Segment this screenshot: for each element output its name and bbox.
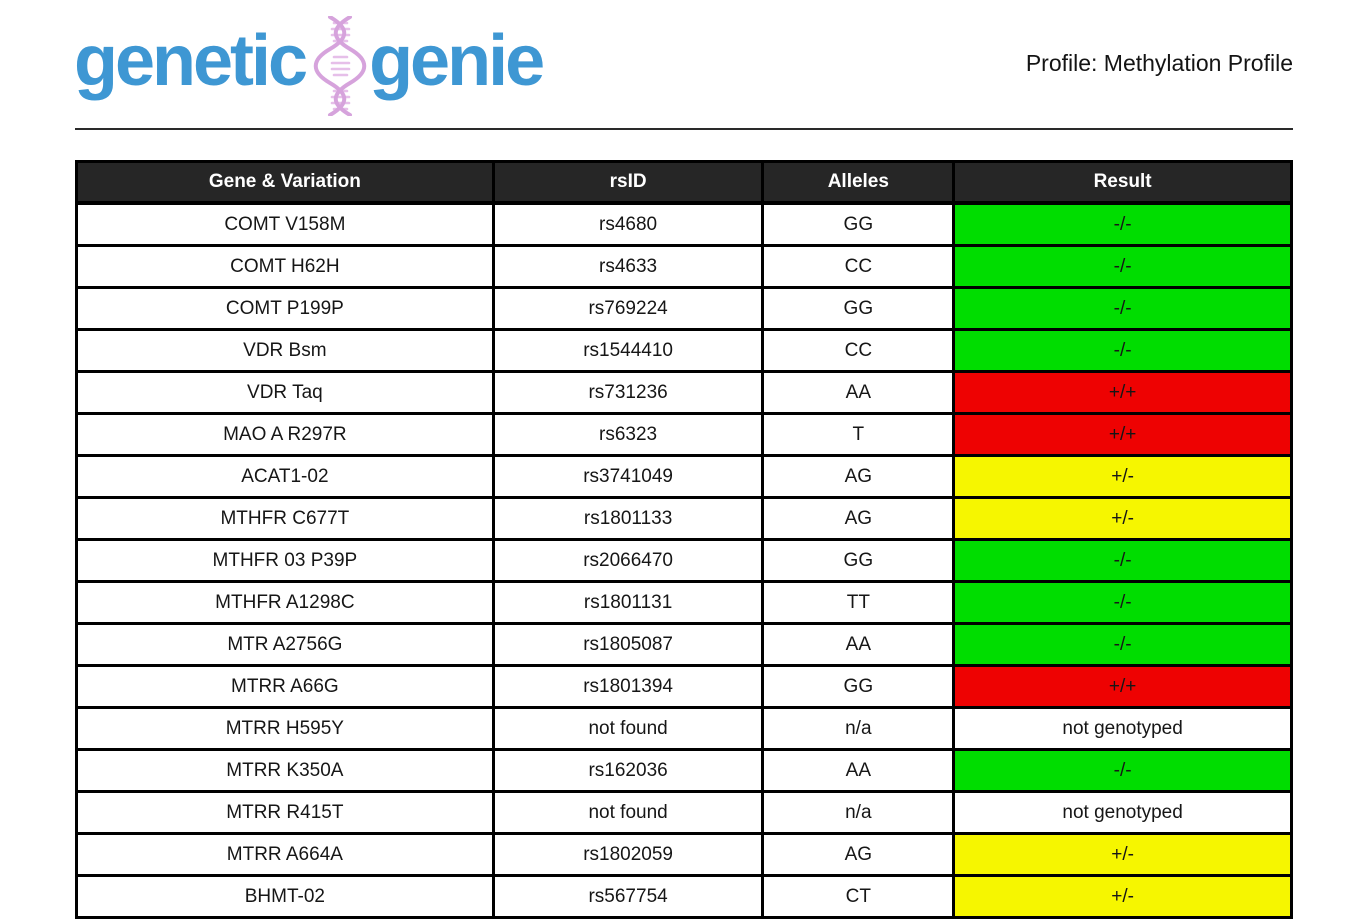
table-row: MTR A2756G rs1805087 AA -/- (75, 622, 1293, 667)
table-row: MTHFR C677T rs1801133 AG +/- (75, 496, 1293, 541)
table-row: MTHFR A1298C rs1801131 TT -/- (75, 580, 1293, 625)
rsid-cell: rs567754 (491, 874, 765, 919)
gene-cell: ACAT1-02 (75, 454, 495, 499)
gene-cell: MTHFR A1298C (75, 580, 495, 625)
result-cell: -/- (952, 580, 1293, 625)
table-row: MTRR R415T not found n/a not genotyped (75, 790, 1293, 835)
rsid-cell: rs6323 (491, 412, 765, 457)
alleles-cell: GG (761, 538, 956, 583)
gene-cell: BHMT-02 (75, 874, 495, 919)
rsid-cell: rs4680 (491, 201, 765, 247)
result-cell: -/- (952, 622, 1293, 667)
alleles-cell: GG (761, 286, 956, 331)
rsid-cell: rs4633 (491, 244, 765, 289)
alleles-cell: n/a (761, 790, 956, 835)
result-cell: -/- (952, 748, 1293, 793)
gene-cell: MAO A R297R (75, 412, 495, 457)
gene-cell: COMT V158M (75, 201, 495, 247)
gene-cell: VDR Bsm (75, 328, 495, 373)
gene-cell: MTRR R415T (75, 790, 495, 835)
alleles-cell: AA (761, 370, 956, 415)
gene-cell: MTRR A664A (75, 832, 495, 877)
logo-text-genie: genie (369, 21, 545, 101)
rsid-cell: rs1805087 (491, 622, 765, 667)
result-cell: not genotyped (952, 706, 1293, 751)
genetic-genie-logo[interactable]: genetic (74, 12, 545, 120)
result-cell: +/- (952, 454, 1293, 499)
rsid-cell: rs731236 (491, 370, 765, 415)
table-row: ACAT1-02 rs3741049 AG +/- (75, 454, 1293, 499)
result-cell: -/- (952, 328, 1293, 373)
col-header-result: Result (952, 160, 1293, 205)
gene-cell: MTR A2756G (75, 622, 495, 667)
col-header-gene-variation: Gene & Variation (75, 160, 495, 205)
rsid-cell: rs3741049 (491, 454, 765, 499)
result-cell: -/- (952, 244, 1293, 289)
alleles-cell: AG (761, 496, 956, 541)
result-cell: +/- (952, 874, 1293, 919)
alleles-cell: n/a (761, 706, 956, 751)
profile-title: Profile: Methylation Profile (1025, 50, 1293, 76)
alleles-cell: AA (761, 622, 956, 667)
gene-cell: COMT H62H (75, 244, 495, 289)
logo-text-genetic: genetic (74, 21, 308, 101)
table-row: COMT P199P rs769224 GG -/- (75, 286, 1293, 331)
rsid-cell: rs1801131 (491, 580, 765, 625)
table-row: COMT V158M rs4680 GG -/- (75, 201, 1293, 247)
gene-cell: MTHFR C677T (75, 496, 495, 541)
gene-cell: VDR Taq (75, 370, 495, 415)
rsid-cell: rs769224 (491, 286, 765, 331)
table-row: MTHFR 03 P39P rs2066470 GG -/- (75, 538, 1293, 583)
table-row: MTRR A66G rs1801394 GG +/+ (75, 664, 1293, 709)
header-divider (75, 128, 1293, 130)
rsid-cell: rs162036 (491, 748, 765, 793)
alleles-cell: AG (761, 832, 956, 877)
methylation-results-table-wrap: Gene & Variation rsID Alleles Result COM… (75, 160, 1293, 919)
rsid-cell: not found (491, 706, 765, 751)
alleles-cell: AA (761, 748, 956, 793)
alleles-cell: CT (761, 874, 956, 919)
gene-cell: MTRR H595Y (75, 706, 495, 751)
result-cell: +/- (952, 832, 1293, 877)
dna-helix-icon (301, 15, 379, 117)
table-row: MTRR A664A rs1802059 AG +/- (75, 832, 1293, 877)
gene-cell: COMT P199P (75, 286, 495, 331)
rsid-cell: rs1801133 (491, 496, 765, 541)
table-row: MAO A R297R rs6323 T +/+ (75, 412, 1293, 457)
result-cell: +/+ (952, 664, 1293, 709)
result-cell: -/- (952, 201, 1293, 247)
table-row: MTRR K350A rs162036 AA -/- (75, 748, 1293, 793)
result-cell: +/+ (952, 412, 1293, 457)
table-row: BHMT-02 rs567754 CT +/- (75, 874, 1293, 919)
alleles-cell: GG (761, 201, 956, 247)
alleles-cell: T (761, 412, 956, 457)
result-cell: +/+ (952, 370, 1293, 415)
alleles-cell: AG (761, 454, 956, 499)
alleles-cell: GG (761, 664, 956, 709)
table-row: VDR Bsm rs1544410 CC -/- (75, 328, 1293, 373)
gene-cell: MTRR A66G (75, 664, 495, 709)
result-cell: -/- (952, 538, 1293, 583)
rsid-cell: rs2066470 (491, 538, 765, 583)
col-header-alleles: Alleles (761, 160, 956, 205)
col-header-rsid: rsID (491, 160, 765, 205)
rsid-cell: rs1801394 (491, 664, 765, 709)
table-header-row: Gene & Variation rsID Alleles Result (75, 160, 1293, 205)
alleles-cell: CC (761, 328, 956, 373)
result-cell: not genotyped (952, 790, 1293, 835)
methylation-results-table: Gene & Variation rsID Alleles Result COM… (75, 160, 1293, 919)
alleles-cell: CC (761, 244, 956, 289)
rsid-cell: not found (491, 790, 765, 835)
gene-cell: MTHFR 03 P39P (75, 538, 495, 583)
result-cell: -/- (952, 286, 1293, 331)
rsid-cell: rs1802059 (491, 832, 765, 877)
table-row: VDR Taq rs731236 AA +/+ (75, 370, 1293, 415)
table-row: MTRR H595Y not found n/a not genotyped (75, 706, 1293, 751)
rsid-cell: rs1544410 (491, 328, 765, 373)
table-row: COMT H62H rs4633 CC -/- (75, 244, 1293, 289)
result-cell: +/- (952, 496, 1293, 541)
alleles-cell: TT (761, 580, 956, 625)
gene-cell: MTRR K350A (75, 748, 495, 793)
